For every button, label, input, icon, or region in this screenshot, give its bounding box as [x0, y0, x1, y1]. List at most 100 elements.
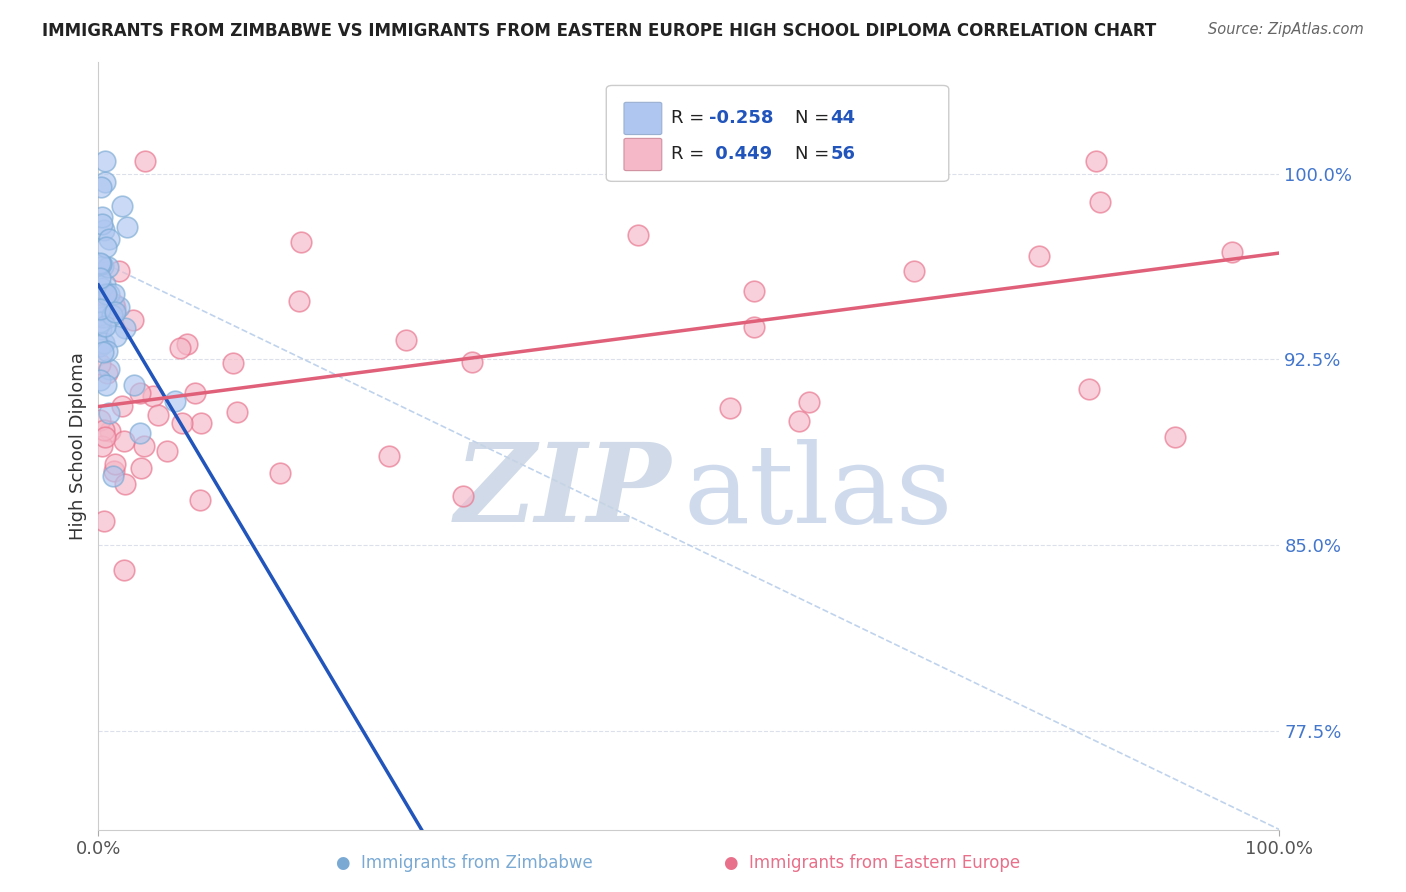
Point: [114, 321, 136, 335]
Point: [699, 154, 721, 169]
Point: [1088, 194, 1111, 209]
Point: [94, 154, 117, 169]
Point: [190, 416, 212, 430]
Point: [90, 322, 112, 336]
Point: [98, 232, 121, 246]
Point: [1085, 154, 1108, 169]
Point: [93, 345, 115, 359]
Point: [1028, 249, 1050, 263]
Point: [90, 179, 112, 194]
Point: [89, 357, 111, 371]
Text: R =: R =: [671, 109, 710, 127]
Point: [101, 469, 124, 483]
Point: [112, 434, 135, 449]
Point: [90, 217, 112, 231]
Point: [94, 378, 117, 392]
Point: [94, 175, 117, 189]
Point: [269, 466, 291, 480]
Text: N =: N =: [796, 145, 835, 162]
Point: [377, 450, 399, 464]
Text: ●  Immigrants from Eastern Europe: ● Immigrants from Eastern Europe: [724, 855, 1019, 872]
Point: [188, 493, 211, 508]
Point: [121, 313, 143, 327]
Point: [105, 329, 128, 343]
Point: [122, 378, 145, 392]
Text: N =: N =: [796, 109, 835, 127]
Point: [101, 308, 124, 322]
Point: [89, 315, 111, 329]
FancyBboxPatch shape: [606, 86, 949, 181]
Point: [98, 424, 121, 438]
Y-axis label: High School Diploma: High School Diploma: [69, 352, 87, 540]
Point: [94, 430, 117, 444]
Point: [97, 286, 120, 301]
Point: [831, 154, 853, 169]
Point: [96, 366, 118, 380]
Point: [93, 223, 115, 237]
Text: Source: ZipAtlas.com: Source: ZipAtlas.com: [1208, 22, 1364, 37]
Point: [94, 319, 117, 334]
Point: [89, 413, 111, 427]
Point: [104, 457, 127, 471]
Point: [176, 337, 198, 351]
Point: [395, 333, 418, 347]
Point: [290, 235, 312, 250]
Text: ZIP: ZIP: [454, 438, 671, 546]
Point: [104, 304, 127, 318]
Point: [91, 310, 114, 324]
Point: [103, 296, 125, 310]
Point: [90, 280, 112, 294]
Point: [1077, 383, 1099, 397]
Point: [89, 302, 111, 317]
Point: [96, 344, 118, 359]
Text: 56: 56: [831, 145, 856, 162]
Point: [111, 399, 134, 413]
Point: [89, 308, 111, 322]
Point: [115, 219, 138, 234]
Point: [103, 286, 125, 301]
Point: [799, 395, 821, 409]
Point: [89, 270, 111, 285]
Point: [90, 257, 112, 271]
Point: [89, 255, 111, 269]
Point: [142, 389, 165, 403]
Point: [89, 302, 111, 317]
Point: [98, 406, 121, 420]
Point: [148, 408, 170, 422]
Point: [288, 293, 311, 308]
Point: [183, 385, 205, 400]
FancyBboxPatch shape: [624, 103, 662, 135]
Text: IMMIGRANTS FROM ZIMBABWE VS IMMIGRANTS FROM EASTERN EUROPE HIGH SCHOOL DIPLOMA C: IMMIGRANTS FROM ZIMBABWE VS IMMIGRANTS F…: [42, 22, 1156, 40]
Point: [1222, 244, 1244, 259]
Point: [104, 301, 127, 316]
Point: [461, 355, 484, 369]
Point: [94, 290, 117, 304]
Point: [107, 264, 129, 278]
Point: [114, 476, 136, 491]
Point: [165, 394, 187, 409]
Point: [93, 514, 115, 528]
Point: [170, 416, 193, 430]
Point: [132, 439, 155, 453]
Point: [93, 423, 115, 437]
Text: ●  Immigrants from Zimbabwe: ● Immigrants from Zimbabwe: [336, 855, 592, 872]
Point: [94, 286, 117, 301]
Point: [107, 300, 129, 314]
Point: [98, 362, 121, 376]
Point: [156, 444, 179, 458]
Text: 0.449: 0.449: [709, 145, 772, 162]
Point: [169, 341, 191, 355]
Point: [742, 284, 765, 298]
Point: [91, 259, 114, 273]
Point: [90, 439, 112, 453]
Text: 44: 44: [831, 109, 856, 127]
Point: [96, 260, 118, 274]
Point: [128, 426, 150, 441]
Point: [89, 373, 111, 387]
Point: [1164, 430, 1187, 444]
Point: [103, 464, 125, 478]
Point: [93, 335, 115, 350]
Point: [226, 404, 249, 418]
Point: [627, 228, 650, 243]
Point: [129, 385, 152, 400]
